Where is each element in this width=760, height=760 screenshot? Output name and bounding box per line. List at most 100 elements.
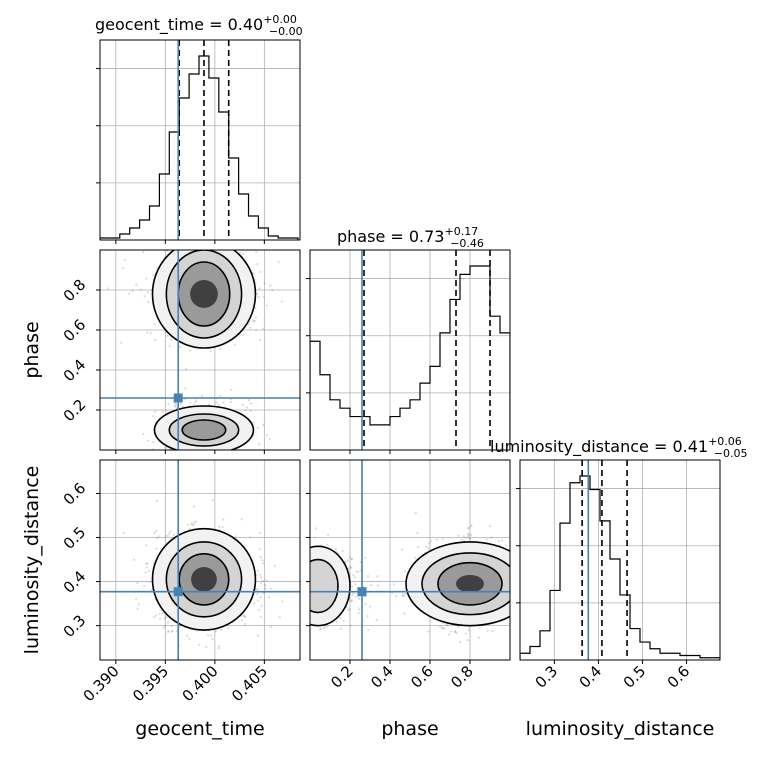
sample-point: [241, 403, 244, 406]
xticklabel-phase-2: 0.6: [407, 662, 437, 692]
title-phase-plus: +0.17: [444, 225, 478, 238]
sample-point: [401, 548, 404, 551]
sample-point: [348, 555, 352, 559]
sample-point: [154, 410, 157, 413]
sample-point: [152, 273, 155, 276]
sample-point: [264, 587, 267, 590]
sample-point: [428, 542, 431, 545]
sample-point: [320, 627, 323, 630]
sample-point: [349, 624, 353, 627]
sample-point: [221, 526, 224, 529]
sample-point: [467, 533, 470, 536]
sample-point: [350, 557, 353, 561]
sample-point: [155, 529, 158, 532]
sample-point: [158, 613, 161, 616]
grid-geocent_time: [100, 40, 300, 240]
xticklabel-geocent_time-2: 0.400: [179, 662, 222, 705]
sample-point: [244, 409, 247, 412]
sample-point: [188, 637, 191, 641]
sample-point: [144, 571, 147, 574]
sample-point: [249, 536, 252, 539]
sample-point: [187, 523, 190, 526]
sample-point: [273, 564, 276, 568]
sample-point: [359, 561, 362, 564]
sample-point: [149, 331, 152, 334]
sample-point: [244, 623, 247, 626]
sample-point: [166, 621, 170, 624]
sample-point: [190, 523, 194, 526]
sample-point: [364, 602, 367, 606]
sample-point: [244, 615, 247, 619]
truth-marker-0: [173, 393, 183, 403]
sample-point: [149, 580, 152, 584]
sample-point: [259, 555, 262, 559]
sample-point: [497, 540, 500, 543]
sample-point: [264, 583, 267, 587]
sample-point: [153, 531, 156, 534]
sample-point: [377, 584, 380, 587]
sample-point: [243, 615, 246, 618]
sample-point: [120, 341, 123, 344]
sample-point: [367, 628, 370, 631]
sample-point: [404, 592, 407, 596]
sample-point: [457, 625, 460, 628]
scatter-panel-geocent_time-vs-phase: [99, 249, 301, 451]
contour-1-1: [168, 413, 240, 447]
sample-point: [269, 587, 272, 590]
sample-point: [313, 536, 316, 539]
sample-point: [168, 532, 171, 535]
sample-point: [258, 338, 262, 341]
sample-point: [459, 640, 462, 644]
sample-point: [150, 588, 153, 592]
sample-point: [143, 295, 146, 298]
sample-point: [188, 527, 191, 530]
sample-point: [256, 634, 259, 637]
sample-point: [141, 432, 145, 436]
title-geocent-time-plus: +0.00: [263, 13, 297, 26]
sample-point: [250, 402, 253, 405]
sample-point: [402, 594, 406, 597]
sample-point: [215, 401, 218, 404]
sample-point: [174, 402, 177, 405]
sample-point: [326, 625, 329, 628]
title-luminosity-distance-main: luminosity_distance = 0.41: [490, 437, 708, 457]
sample-point: [185, 634, 189, 637]
sample-point: [131, 289, 134, 292]
sample-point: [427, 630, 430, 633]
frame-2d-1: [99, 459, 301, 661]
title-luminosity-distance: luminosity_distance = 0.41+0.06 −0.05: [490, 435, 748, 460]
sample-point: [257, 608, 261, 611]
sample-point: [136, 607, 139, 610]
sample-point: [435, 538, 438, 541]
sample-point: [122, 267, 125, 270]
hist-panel-luminosity_distance: [516, 459, 721, 661]
sample-point: [402, 592, 405, 596]
sample-point: [156, 536, 159, 540]
sample-point: [351, 594, 354, 597]
sample-point: [254, 316, 258, 319]
sample-point: [172, 533, 176, 536]
sample-point: [462, 535, 465, 538]
yticklabel-phase-1: 0.4: [60, 356, 90, 386]
sample-point: [504, 544, 507, 547]
sample-point: [507, 678, 509, 680]
sample-point: [144, 562, 148, 565]
sample-point: [194, 520, 197, 523]
yticklabel-luminosity_distance-1: 0.4: [60, 567, 90, 597]
sample-point: [457, 534, 460, 537]
sample-point: [146, 291, 150, 294]
sample-point: [168, 344, 171, 348]
sample-point: [123, 258, 127, 261]
sample-point: [348, 608, 352, 611]
sample-point: [357, 597, 361, 600]
sample-point: [167, 630, 170, 633]
yticklabel-luminosity_distance-2: 0.5: [60, 523, 90, 553]
sample-point: [394, 595, 398, 598]
sample-point: [174, 404, 178, 407]
sample-point: [164, 409, 167, 412]
sample-point: [281, 600, 284, 603]
sample-point: [217, 403, 220, 406]
sample-point: [448, 633, 451, 636]
sample-point: [267, 596, 271, 599]
sample-point: [346, 559, 349, 562]
